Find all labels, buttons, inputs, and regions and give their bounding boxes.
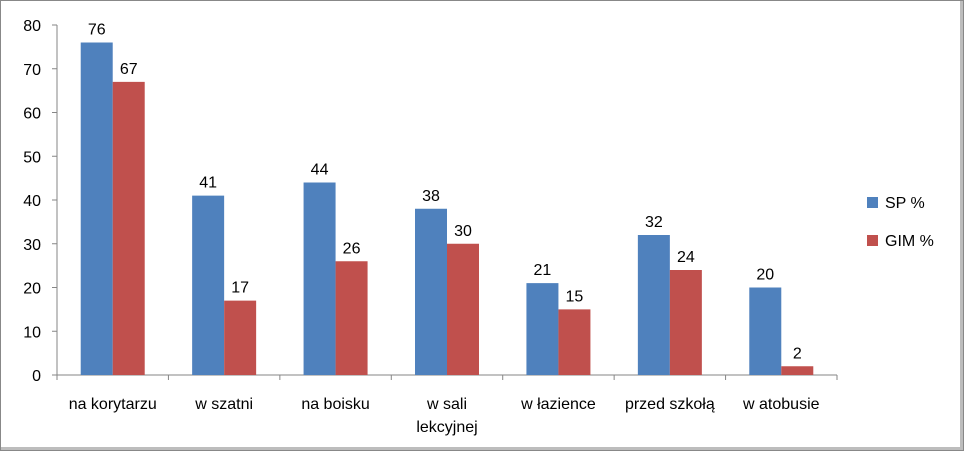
data-label: 38 — [422, 188, 440, 205]
legend-swatch — [867, 197, 878, 208]
bar-sp — [749, 287, 782, 375]
x-category-label: na korytarzu — [69, 396, 157, 413]
data-label: 15 — [566, 288, 584, 305]
x-category-label: w łazience — [520, 396, 596, 413]
data-label: 24 — [677, 249, 695, 266]
data-label: 17 — [231, 280, 249, 297]
data-label: 30 — [454, 223, 472, 240]
bar-sp — [637, 235, 670, 375]
y-tick-label: 70 — [23, 62, 41, 79]
legend-swatch — [867, 235, 878, 246]
y-axis: 0 10 20 30 40 50 60 70 80 — [23, 18, 58, 385]
x-category-label: w szatni — [194, 396, 253, 413]
x-category-label: lekcyjnej — [416, 419, 477, 436]
y-tick-label: 10 — [23, 324, 41, 341]
x-category-label: w sali — [426, 396, 467, 413]
bar-sp — [303, 182, 336, 375]
bar-gim — [224, 300, 257, 375]
y-tick-label: 80 — [23, 18, 41, 35]
data-label: 20 — [756, 267, 774, 284]
x-category-label: w atobusie — [742, 396, 820, 413]
y-tick-label: 30 — [23, 237, 41, 254]
bar-gim — [558, 309, 591, 375]
data-label: 67 — [120, 61, 138, 78]
y-tick-label: 50 — [23, 149, 41, 166]
bar-gim — [781, 366, 814, 375]
legend-label: GIM % — [885, 233, 934, 250]
bar-gim — [447, 243, 479, 375]
y-tick-label: 20 — [23, 281, 41, 298]
data-labels: 76 41 44 38 21 32 20 67 17 26 30 15 24 2 — [88, 22, 802, 363]
bar-sp — [415, 208, 447, 375]
data-label: 44 — [311, 162, 329, 179]
legend-label: SP % — [885, 195, 925, 212]
data-label: 2 — [793, 345, 802, 362]
x-axis: na korytarzu w szatni na boisku w sali lekcy… — [56, 374, 838, 436]
data-label: 41 — [199, 175, 217, 192]
bar-sp — [526, 283, 559, 375]
x-category-label: przed szkołą — [625, 396, 715, 413]
x-category-label: na boisku — [301, 396, 370, 413]
bar-gim — [112, 81, 145, 375]
data-label: 26 — [343, 240, 361, 257]
bar-sp — [192, 195, 225, 375]
bars — [80, 42, 814, 375]
bar-gim — [669, 270, 702, 375]
y-tick-label: 0 — [32, 368, 41, 385]
data-label: 21 — [534, 262, 552, 279]
data-label: 76 — [88, 22, 106, 39]
legend: SP % GIM % — [867, 195, 934, 250]
bar-gim — [335, 261, 368, 375]
bar-sp — [80, 42, 113, 375]
data-label: 32 — [645, 214, 663, 231]
y-tick-label: 60 — [23, 106, 41, 123]
y-tick-label: 40 — [23, 193, 41, 210]
